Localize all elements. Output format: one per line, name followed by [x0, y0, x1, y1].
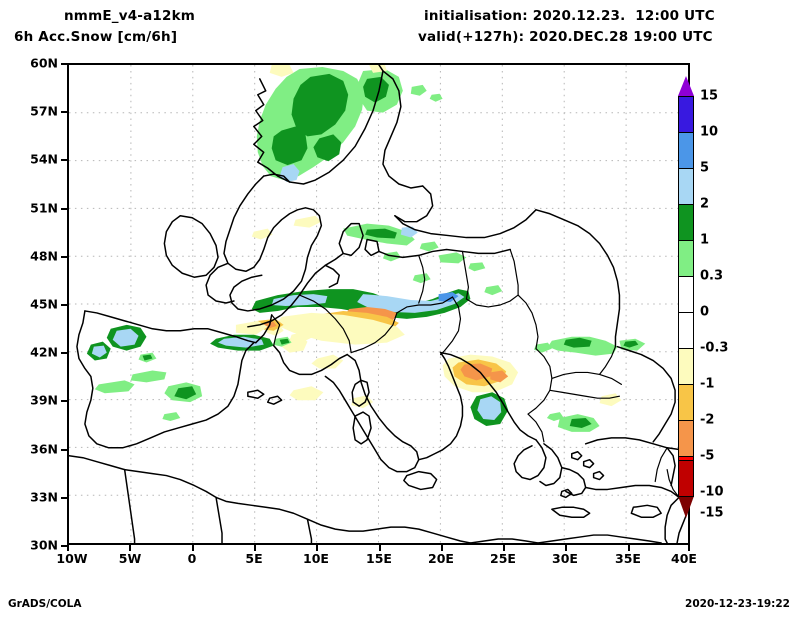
- header-field-name: 6h Acc.Snow [cm/6h]: [14, 29, 178, 45]
- colorbar-label-m2: -2: [700, 412, 715, 428]
- colorbar-label-m0p3: -0.3: [700, 340, 729, 356]
- colorbar-separator: [678, 204, 694, 205]
- colorbar-separator: [678, 496, 694, 497]
- colorbar-cell-10-to-5: [678, 132, 694, 168]
- lon-label-0: 0: [187, 551, 197, 566]
- lon-tick: [503, 545, 506, 551]
- colorbar-separator: [678, 96, 694, 97]
- colorbar-cell-m2-to-m5: [678, 420, 694, 456]
- lat-tick: [61, 63, 67, 65]
- header-valid-time: valid(+127h): 2020.DEC.28 19:00 UTC: [418, 29, 713, 45]
- footer-attribution: GrADS/COLA: [8, 598, 82, 610]
- colorbar-label-0p3: 0.3: [700, 268, 724, 284]
- colorbar-separator: [678, 312, 694, 313]
- colorbar-label-5: 5: [700, 160, 710, 176]
- lon-tick: [253, 545, 256, 551]
- colorbar-label-0: 0: [700, 304, 710, 320]
- lat-tick: [61, 400, 67, 403]
- lat-tick: [61, 352, 67, 355]
- colorbar-label-m10: -10: [700, 484, 724, 500]
- lat-label-42n: 42N: [30, 344, 58, 360]
- lon-tick: [129, 545, 132, 551]
- lat-label-60n: 60N: [30, 55, 58, 71]
- colorbar-separator: [678, 420, 694, 421]
- lon-tick: [191, 545, 194, 551]
- colorbar-separator: [678, 276, 694, 277]
- colorbar-label-m15: -15: [700, 505, 724, 521]
- lon-label-5e: 5E: [245, 551, 263, 566]
- lon-label-20e: 20E: [428, 551, 454, 566]
- colorbar-cell-0-to-m0p3: [678, 312, 694, 348]
- colorbar-separator: [678, 348, 694, 349]
- colorbar-label-m5: -5: [700, 448, 715, 464]
- colorbar-cell-15-to-10: [678, 96, 694, 132]
- lat-label-54n: 54N: [30, 151, 58, 167]
- colorbar-cell-2-to-1: [678, 204, 694, 240]
- lat-label-57n: 57N: [30, 103, 58, 119]
- colorbar-cell-m10-extension: [678, 460, 694, 496]
- colorbar: [678, 96, 694, 496]
- colorbar-cell-5-to-2: [678, 168, 694, 204]
- lon-label-30e: 30E: [552, 551, 578, 566]
- map-coastlines: [69, 65, 688, 543]
- lon-tick: [67, 545, 69, 551]
- colorbar-separator: [678, 384, 694, 385]
- lat-label-30n: 30N: [30, 537, 58, 553]
- colorbar-separator: [678, 240, 694, 241]
- lon-label-40e: 40E: [671, 551, 697, 566]
- lat-label-39n: 39N: [30, 392, 58, 408]
- colorbar-arrow-top: [678, 76, 694, 96]
- lon-tick: [440, 545, 443, 551]
- lon-label-25e: 25E: [490, 551, 516, 566]
- colorbar-label-15: 15: [700, 88, 719, 104]
- lat-tick: [61, 496, 67, 499]
- colorbar-cell-1-to-0p3: [678, 240, 694, 276]
- lat-label-36n: 36N: [30, 441, 58, 457]
- colorbar-separator: [678, 460, 694, 461]
- footer-timestamp: 2020-12-23-19:22: [685, 598, 790, 610]
- lat-label-45n: 45N: [30, 296, 58, 312]
- lat-label-51n: 51N: [30, 200, 58, 216]
- colorbar-arrow-bottom: [678, 496, 694, 518]
- lon-label-10e: 10E: [303, 551, 329, 566]
- precipitation-field: [86, 65, 646, 432]
- lat-label-33n: 33N: [30, 489, 58, 505]
- colorbar-label-1: 1: [700, 232, 710, 248]
- lon-tick: [378, 545, 381, 551]
- colorbar-separator: [678, 168, 694, 169]
- lon-label-10w: 10W: [56, 551, 88, 566]
- lon-tick: [627, 545, 630, 551]
- colorbar-label-m1: -1: [700, 376, 715, 392]
- lat-tick: [61, 207, 67, 210]
- lon-tick: [688, 545, 690, 551]
- lon-label-15e: 15E: [366, 551, 392, 566]
- lat-tick: [61, 545, 67, 547]
- lon-label-35e: 35E: [615, 551, 641, 566]
- lat-tick: [61, 255, 67, 258]
- lon-tick: [316, 545, 319, 551]
- map-plot-area: [67, 63, 690, 545]
- lat-tick: [61, 448, 67, 451]
- lat-tick: [61, 304, 67, 306]
- colorbar-label-2: 2: [700, 196, 710, 212]
- header-initialisation-time: initialisation: 2020.12.23. 12:00 UTC: [424, 8, 715, 24]
- colorbar-separator: [678, 456, 694, 457]
- lat-tick: [61, 111, 67, 114]
- lat-tick: [61, 159, 67, 162]
- lon-tick: [565, 545, 568, 551]
- lon-label-5w: 5W: [118, 551, 142, 566]
- lat-label-48n: 48N: [30, 248, 58, 264]
- header-model-name: nmmE_v4-a12km: [64, 8, 196, 24]
- colorbar-cell-m1-to-m2: [678, 384, 694, 420]
- colorbar-cell-0p3-to-0: [678, 276, 694, 312]
- colorbar-label-10: 10: [700, 124, 719, 140]
- colorbar-separator: [678, 132, 694, 133]
- colorbar-cell-m0p3-to-m1: [678, 348, 694, 384]
- map-canvas: [69, 65, 688, 543]
